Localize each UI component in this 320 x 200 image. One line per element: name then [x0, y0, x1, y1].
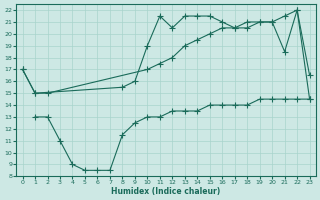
X-axis label: Humidex (Indice chaleur): Humidex (Indice chaleur) — [111, 187, 221, 196]
